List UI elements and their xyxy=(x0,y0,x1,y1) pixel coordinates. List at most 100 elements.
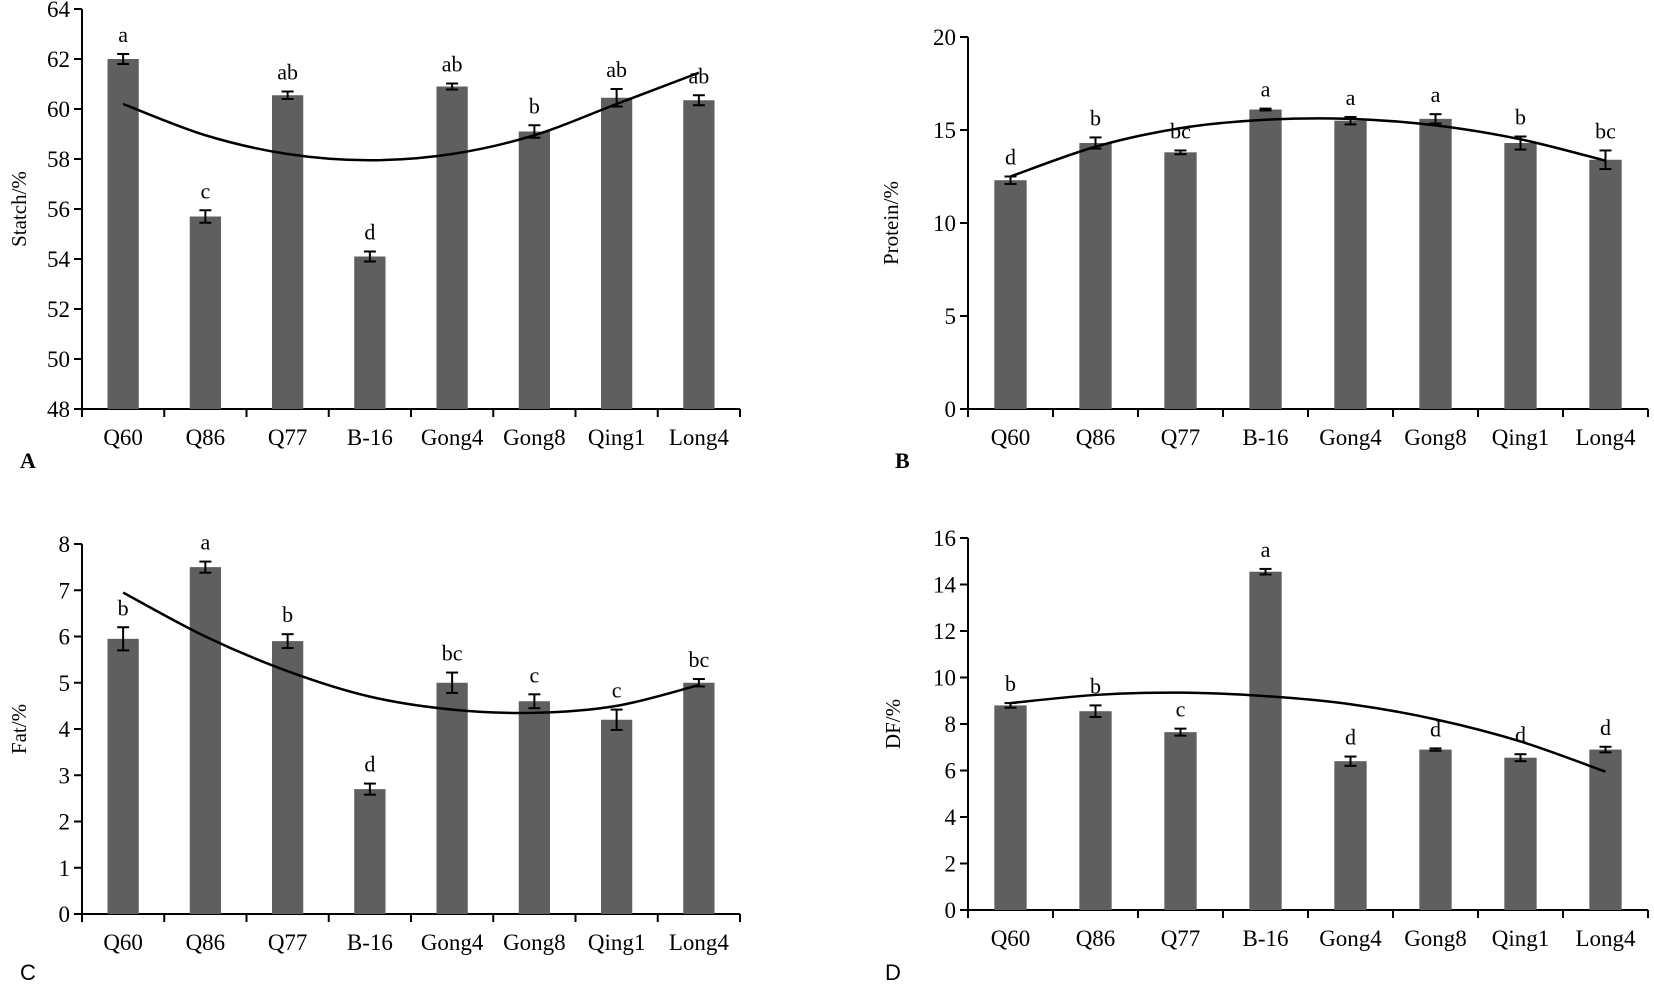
y-tick-label: 6 xyxy=(59,625,71,650)
significance-label: ab xyxy=(688,63,709,88)
panel-label: D xyxy=(885,960,901,985)
significance-label: a xyxy=(1346,85,1356,110)
significance-label: d xyxy=(1345,725,1356,750)
significance-label: b xyxy=(529,93,540,118)
y-tick-label: 10 xyxy=(933,211,956,236)
significance-label: d xyxy=(1600,715,1611,740)
bar xyxy=(994,180,1027,409)
y-tick-label: 12 xyxy=(933,619,956,644)
y-tick-label: 4 xyxy=(945,805,957,830)
y-tick-label: 0 xyxy=(945,397,957,422)
y-tick-label: 2 xyxy=(945,852,957,877)
x-tick-label: B-16 xyxy=(1243,425,1289,450)
bar xyxy=(271,641,304,914)
y-tick-label: 60 xyxy=(47,97,70,122)
bar xyxy=(107,59,139,409)
bar xyxy=(1079,143,1112,409)
y-tick-label: 62 xyxy=(47,47,70,72)
y-tick-label: 52 xyxy=(47,297,70,322)
significance-label: b xyxy=(1090,105,1101,130)
bar xyxy=(271,95,304,409)
bar xyxy=(436,682,468,914)
bar xyxy=(1249,571,1282,910)
x-tick-label: Qing1 xyxy=(1492,425,1550,450)
x-tick-label: Q86 xyxy=(1076,425,1116,450)
y-tick-label: 6 xyxy=(945,759,957,784)
bar xyxy=(436,86,468,409)
bar xyxy=(518,701,551,914)
bar xyxy=(1504,143,1537,409)
significance-label: ab xyxy=(606,57,627,82)
y-axis-label: Fat/% xyxy=(7,704,31,754)
bar xyxy=(994,705,1027,910)
y-axis-label: Statch/% xyxy=(7,171,31,247)
significance-label: a xyxy=(1431,82,1441,107)
x-tick-label: Q77 xyxy=(1161,425,1201,450)
x-tick-label: Gong8 xyxy=(503,930,566,955)
significance-label: a xyxy=(118,22,128,47)
x-tick-label: Gong8 xyxy=(1404,926,1467,951)
trend-line xyxy=(122,71,700,162)
y-tick-label: 0 xyxy=(945,898,957,923)
bar xyxy=(189,216,222,409)
bar xyxy=(1249,109,1282,409)
x-tick-label: Gong8 xyxy=(1404,425,1467,450)
x-tick-label: Q77 xyxy=(268,425,308,450)
bar xyxy=(518,131,551,409)
y-tick-label: 8 xyxy=(59,532,71,557)
panel-a: 48 50 52 54 56 58 60 62 64 a Q60 c Q86 ab Q77 d B-16 ab Go… xyxy=(7,0,741,473)
x-tick-label: Long4 xyxy=(669,425,730,450)
significance-label: a xyxy=(200,530,210,555)
significance-label: ab xyxy=(442,52,463,77)
significance-label: b xyxy=(282,602,293,627)
significance-label: b xyxy=(118,595,129,620)
y-tick-label: 1 xyxy=(59,856,71,881)
significance-label: a xyxy=(1261,537,1271,562)
bar xyxy=(1589,749,1622,910)
y-tick-label: 0 xyxy=(59,902,71,927)
x-tick-label: Q60 xyxy=(103,930,143,955)
bar xyxy=(1504,757,1537,910)
significance-label: c xyxy=(1176,697,1186,722)
significance-label: bc xyxy=(1595,118,1616,143)
y-tick-label: 64 xyxy=(47,0,71,22)
trend-line xyxy=(1010,117,1606,178)
x-tick-label: Gong4 xyxy=(1319,926,1382,951)
y-tick-label: 8 xyxy=(945,712,957,737)
y-tick-label: 20 xyxy=(933,25,956,50)
y-tick-label: 15 xyxy=(933,118,956,143)
bar xyxy=(1164,732,1197,910)
trend-line xyxy=(122,591,700,715)
bar xyxy=(189,567,222,914)
x-tick-label: B-16 xyxy=(347,930,393,955)
trend-line xyxy=(1010,691,1606,773)
bar xyxy=(1334,761,1367,910)
x-tick-label: Long4 xyxy=(1575,926,1636,951)
bar xyxy=(683,682,715,914)
significance-label: c xyxy=(200,178,210,203)
panel-c: 0 1 2 3 4 5 6 7 8 b Q60 a Q86 b Q77 d B-16 bc Gong4 c Gong8 c… xyxy=(7,530,741,985)
bar xyxy=(1334,120,1367,409)
y-axis-label: DF/% xyxy=(881,699,905,749)
significance-label: d xyxy=(1515,722,1526,747)
x-tick-label: Qing1 xyxy=(1492,926,1550,951)
x-tick-label: Long4 xyxy=(669,930,730,955)
y-tick-label: 5 xyxy=(945,304,957,329)
significance-label: b xyxy=(1090,673,1101,698)
x-tick-label: Q60 xyxy=(991,926,1031,951)
y-tick-label: 3 xyxy=(59,763,71,788)
significance-label: d xyxy=(1430,716,1441,741)
significance-label: b xyxy=(1005,671,1016,696)
x-tick-label: Gong4 xyxy=(1319,425,1382,450)
significance-label: d xyxy=(364,752,375,777)
significance-label: ab xyxy=(277,60,298,85)
significance-label: bc xyxy=(1170,118,1191,143)
bar xyxy=(600,719,633,914)
y-tick-label: 5 xyxy=(59,671,71,696)
significance-label: b xyxy=(1515,105,1526,130)
panel-label: B xyxy=(895,448,910,473)
bar xyxy=(1164,152,1197,409)
x-tick-label: Q86 xyxy=(186,425,226,450)
significance-label: d xyxy=(364,220,375,245)
y-tick-label: 2 xyxy=(59,810,71,835)
